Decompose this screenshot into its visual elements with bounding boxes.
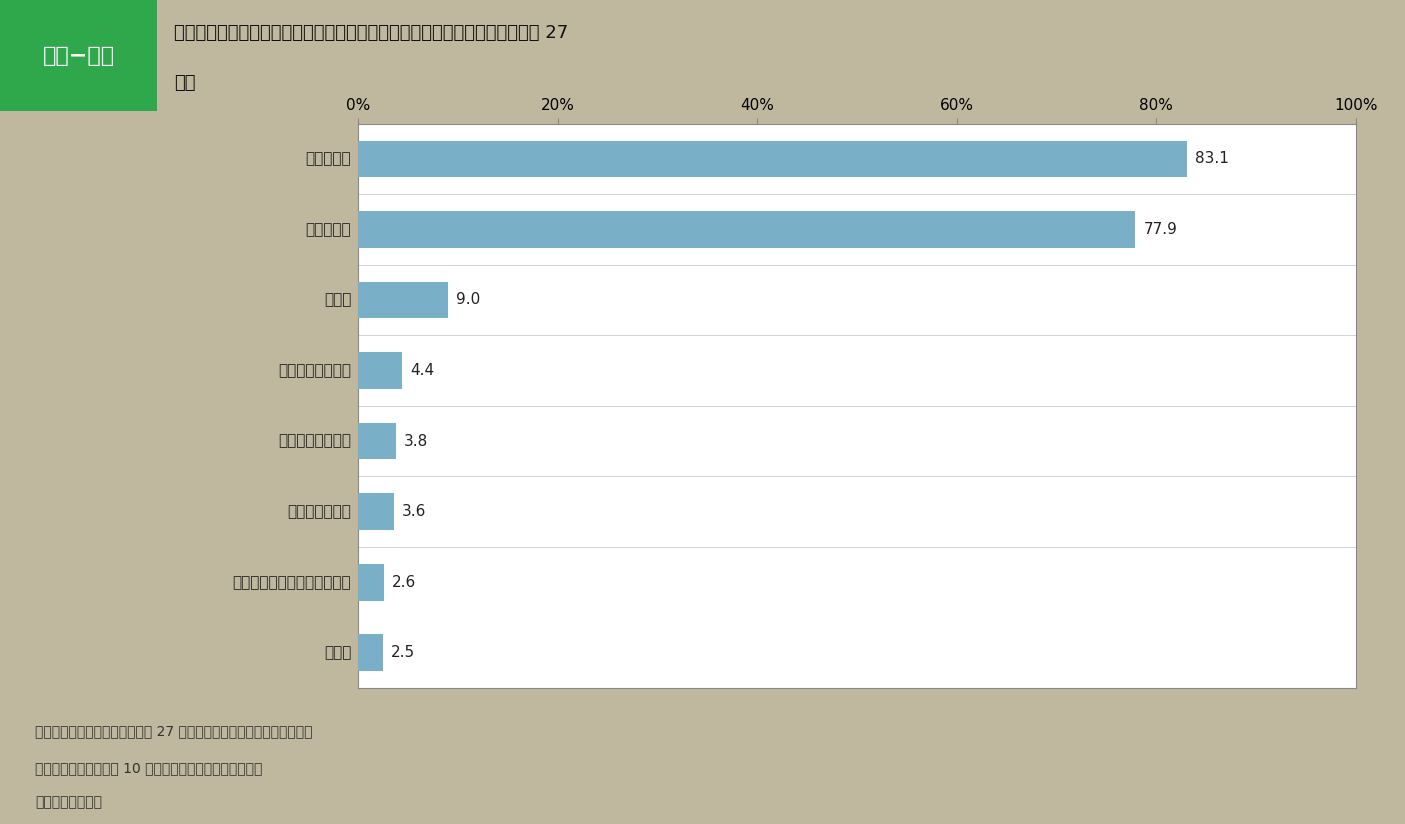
Bar: [358, 141, 1187, 177]
Bar: [358, 634, 384, 671]
FancyBboxPatch shape: [0, 0, 157, 111]
Text: 第２−４図: 第２−４図: [42, 45, 115, 66]
Text: 9.0: 9.0: [457, 293, 481, 307]
Text: カウンセラー等: カウンセラー等: [288, 504, 351, 519]
Text: （資料出所）厚生労働省「平成 27 年労働安全衛生調査（実態調査）」: （資料出所）厚生労働省「平成 27 年労働安全衛生調査（実態調査）」: [35, 724, 313, 738]
Text: 保健師又は看護師: 保健師又は看護師: [278, 363, 351, 378]
Text: 4.4: 4.4: [410, 363, 434, 378]
Bar: [358, 564, 384, 601]
Text: 上司・同僚: 上司・同僚: [306, 222, 351, 237]
Text: 3.6: 3.6: [402, 504, 427, 519]
Text: 産業医以外の医師: 産業医以外の医師: [278, 433, 351, 448]
Text: 2.6: 2.6: [392, 574, 416, 590]
Bar: [358, 211, 1135, 248]
Text: 家族・友人: 家族・友人: [306, 152, 351, 166]
Text: （注）１．常用労働者 10 人以上を雇用する事業所を対象: （注）１．常用労働者 10 人以上を雇用する事業所を対象: [35, 761, 263, 775]
Text: 「相談できる人がいる」とした労働者のうち労働者が挙げた相談相手（平成 27: 「相談できる人がいる」とした労働者のうち労働者が挙げた相談相手（平成 27: [174, 25, 569, 42]
Text: 衛生管理者又は衛生推進者等: 衛生管理者又は衛生推進者等: [233, 574, 351, 590]
Text: 77.9: 77.9: [1144, 222, 1177, 237]
Text: 3.8: 3.8: [405, 433, 429, 448]
Text: 産業医: 産業医: [325, 293, 351, 307]
Text: その他: その他: [325, 645, 351, 660]
Text: 83.1: 83.1: [1196, 152, 1229, 166]
Text: 年）: 年）: [174, 74, 195, 92]
Bar: [358, 282, 448, 318]
Bar: [358, 494, 395, 530]
Bar: [358, 423, 396, 460]
Text: 2.5: 2.5: [391, 645, 416, 660]
Bar: [358, 352, 402, 389]
Text: ２．複数回答: ２．複数回答: [35, 795, 103, 808]
